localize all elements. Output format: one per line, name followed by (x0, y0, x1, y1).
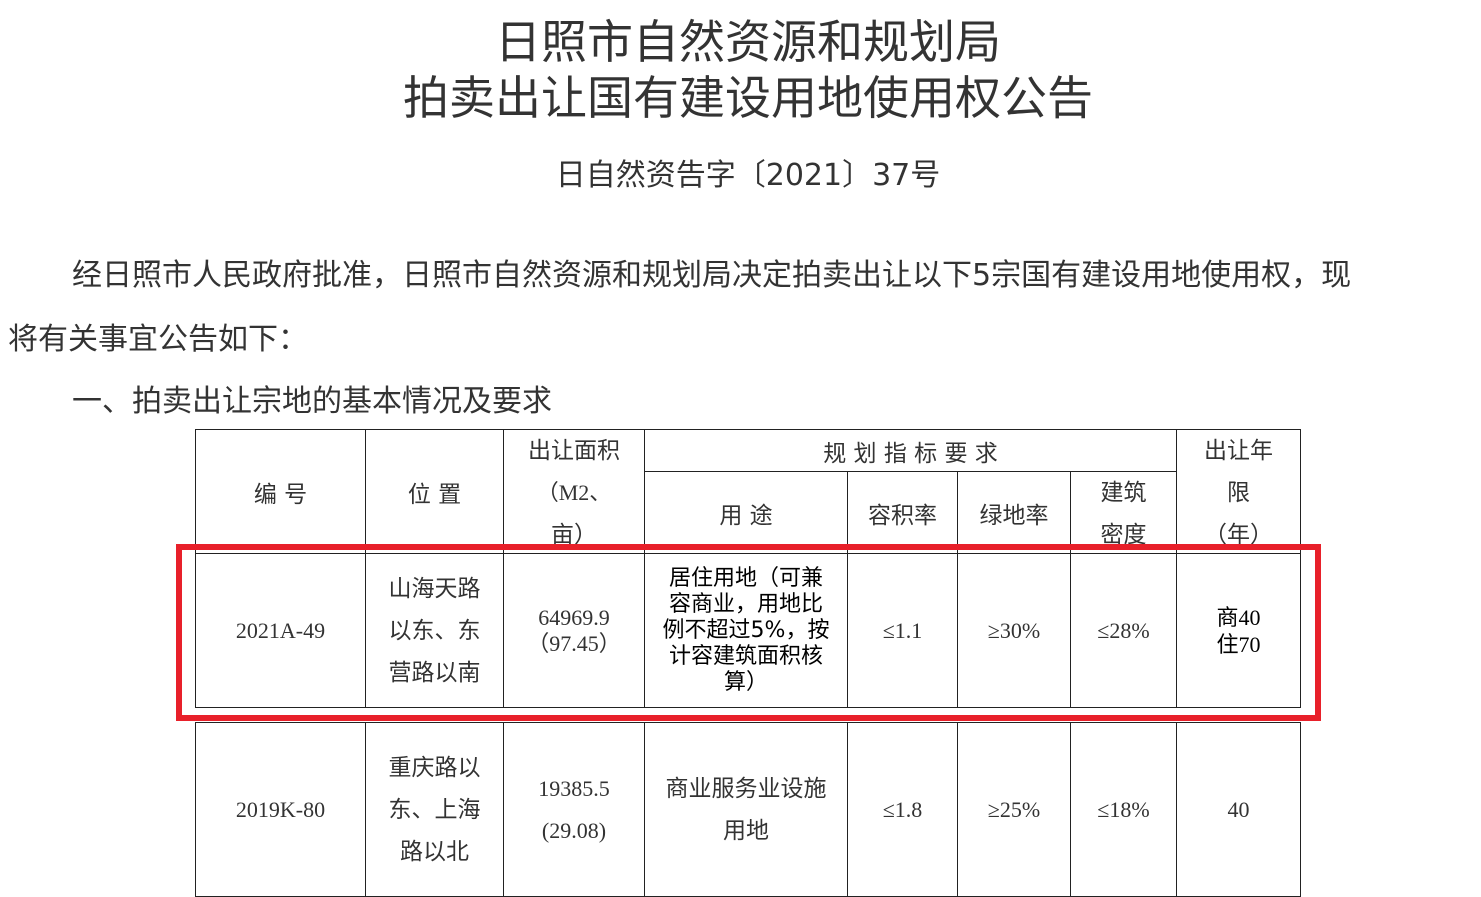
cell-text: 营路以南 (388, 659, 481, 686)
cell-text: 住70 (1216, 631, 1261, 657)
title-line-1: 日照市自然资源和规划局 (495, 15, 1001, 69)
cell-text: 路以北 (400, 838, 469, 865)
header-area: 出让面积 （M2、亩） (503, 429, 645, 554)
header-id-label: 编 号 (253, 481, 308, 508)
cell-area: 64969.9 （97.45） (503, 553, 645, 708)
header-green-label: 绿地率 (979, 502, 1049, 529)
header-far: 容积率 (847, 471, 958, 554)
cell-id-text: 2021A-49 (235, 617, 326, 643)
cell-text: 64969.9 (538, 604, 610, 630)
intro-paragraph-line-2: 将有关事宜公告如下： (8, 322, 308, 357)
cell-green: ≥25% (957, 722, 1071, 897)
cell-text: 重庆路以 (388, 754, 481, 781)
header-density-line: 密度 (1100, 522, 1147, 548)
header-density-line: 建筑 (1100, 480, 1147, 506)
cell-id-text: 2019K-80 (235, 796, 326, 822)
header-id: 编 号 (195, 429, 366, 554)
header-location: 位 置 (365, 429, 504, 554)
cell-text: 商业服务业设施 (665, 775, 827, 802)
cell-text: 居住用地（可兼 (668, 565, 823, 591)
cell-text: 例不超过5%，按 (662, 617, 830, 643)
header-planning: 规 划 指 标 要 求 (644, 429, 1177, 472)
cell-text: 计容建筑面积核 (668, 643, 823, 669)
header-use-label: 用 途 (719, 502, 773, 529)
header-use: 用 途 (644, 471, 848, 554)
cell-text: 以东、东 (388, 617, 481, 644)
cell-text: 容商业，用地比 (668, 591, 823, 617)
cell-text: ≤1.8 (882, 796, 923, 822)
header-term-line: 出让年 (1204, 438, 1273, 464)
cell-area: 19385.5 (29.08) (503, 722, 645, 897)
cell-text: 算） (723, 669, 768, 695)
header-far-label: 容积率 (868, 502, 937, 529)
cell-text: ≥30% (987, 617, 1041, 643)
header-area-line: 亩） (551, 522, 597, 548)
cell-text: ≤28% (1097, 617, 1150, 643)
header-area-line: 出让面积 (528, 438, 620, 464)
cell-text: ≤1.1 (882, 617, 923, 643)
cell-text: ≥25% (987, 796, 1041, 822)
cell-density: ≤18% (1070, 722, 1177, 897)
header-planning-label: 规 划 指 标 要 求 (823, 440, 998, 467)
section-heading: 一、拍卖出让宗地的基本情况及要求 (72, 384, 552, 419)
cell-text: 19385.5 (538, 775, 610, 801)
cell-text: (29.08) (541, 817, 607, 843)
header-location-label: 位 置 (407, 481, 462, 508)
cell-id: 2019K-80 (195, 722, 366, 897)
header-term: 出让年限 （年） (1176, 429, 1301, 554)
cell-use: 商业服务业设施 用地 (644, 722, 848, 897)
cell-text: ≤18% (1097, 796, 1150, 822)
header-term-line: 限 (1227, 480, 1250, 506)
highlight-box (176, 544, 1321, 721)
title-line-2: 拍卖出让国有建设用地使用权公告 (403, 71, 1093, 125)
cell-term: 商40 住70 (1176, 553, 1301, 708)
header-term-line: （年） (1204, 522, 1273, 548)
cell-text: 商40 (1216, 604, 1261, 630)
intro-paragraph-line-1: 经日照市人民政府批准，日照市自然资源和规划局决定拍卖出让以下5宗国有建设用地使用… (72, 258, 1352, 293)
cell-far: ≤1.8 (847, 722, 958, 897)
cell-text: 用地 (723, 817, 769, 844)
header-green: 绿地率 (957, 471, 1071, 554)
cell-location: 重庆路以东、上海路以北 (365, 722, 504, 897)
header-density: 建筑 密度 (1070, 471, 1177, 554)
cell-text: （97.45） (527, 630, 621, 656)
cell-text: 40 (1227, 796, 1250, 822)
cell-text: 东、上海 (388, 796, 481, 823)
header-area-line: （M2、 (536, 480, 612, 505)
cell-use: 居住用地（可兼 容商业，用地比 例不超过5%，按 计容建筑面积核 算） (644, 553, 848, 708)
cell-term: 40 (1176, 722, 1301, 897)
cell-text: 山海天路 (388, 575, 481, 602)
document-number: 日自然资告字〔2021〕37号 (555, 158, 941, 193)
